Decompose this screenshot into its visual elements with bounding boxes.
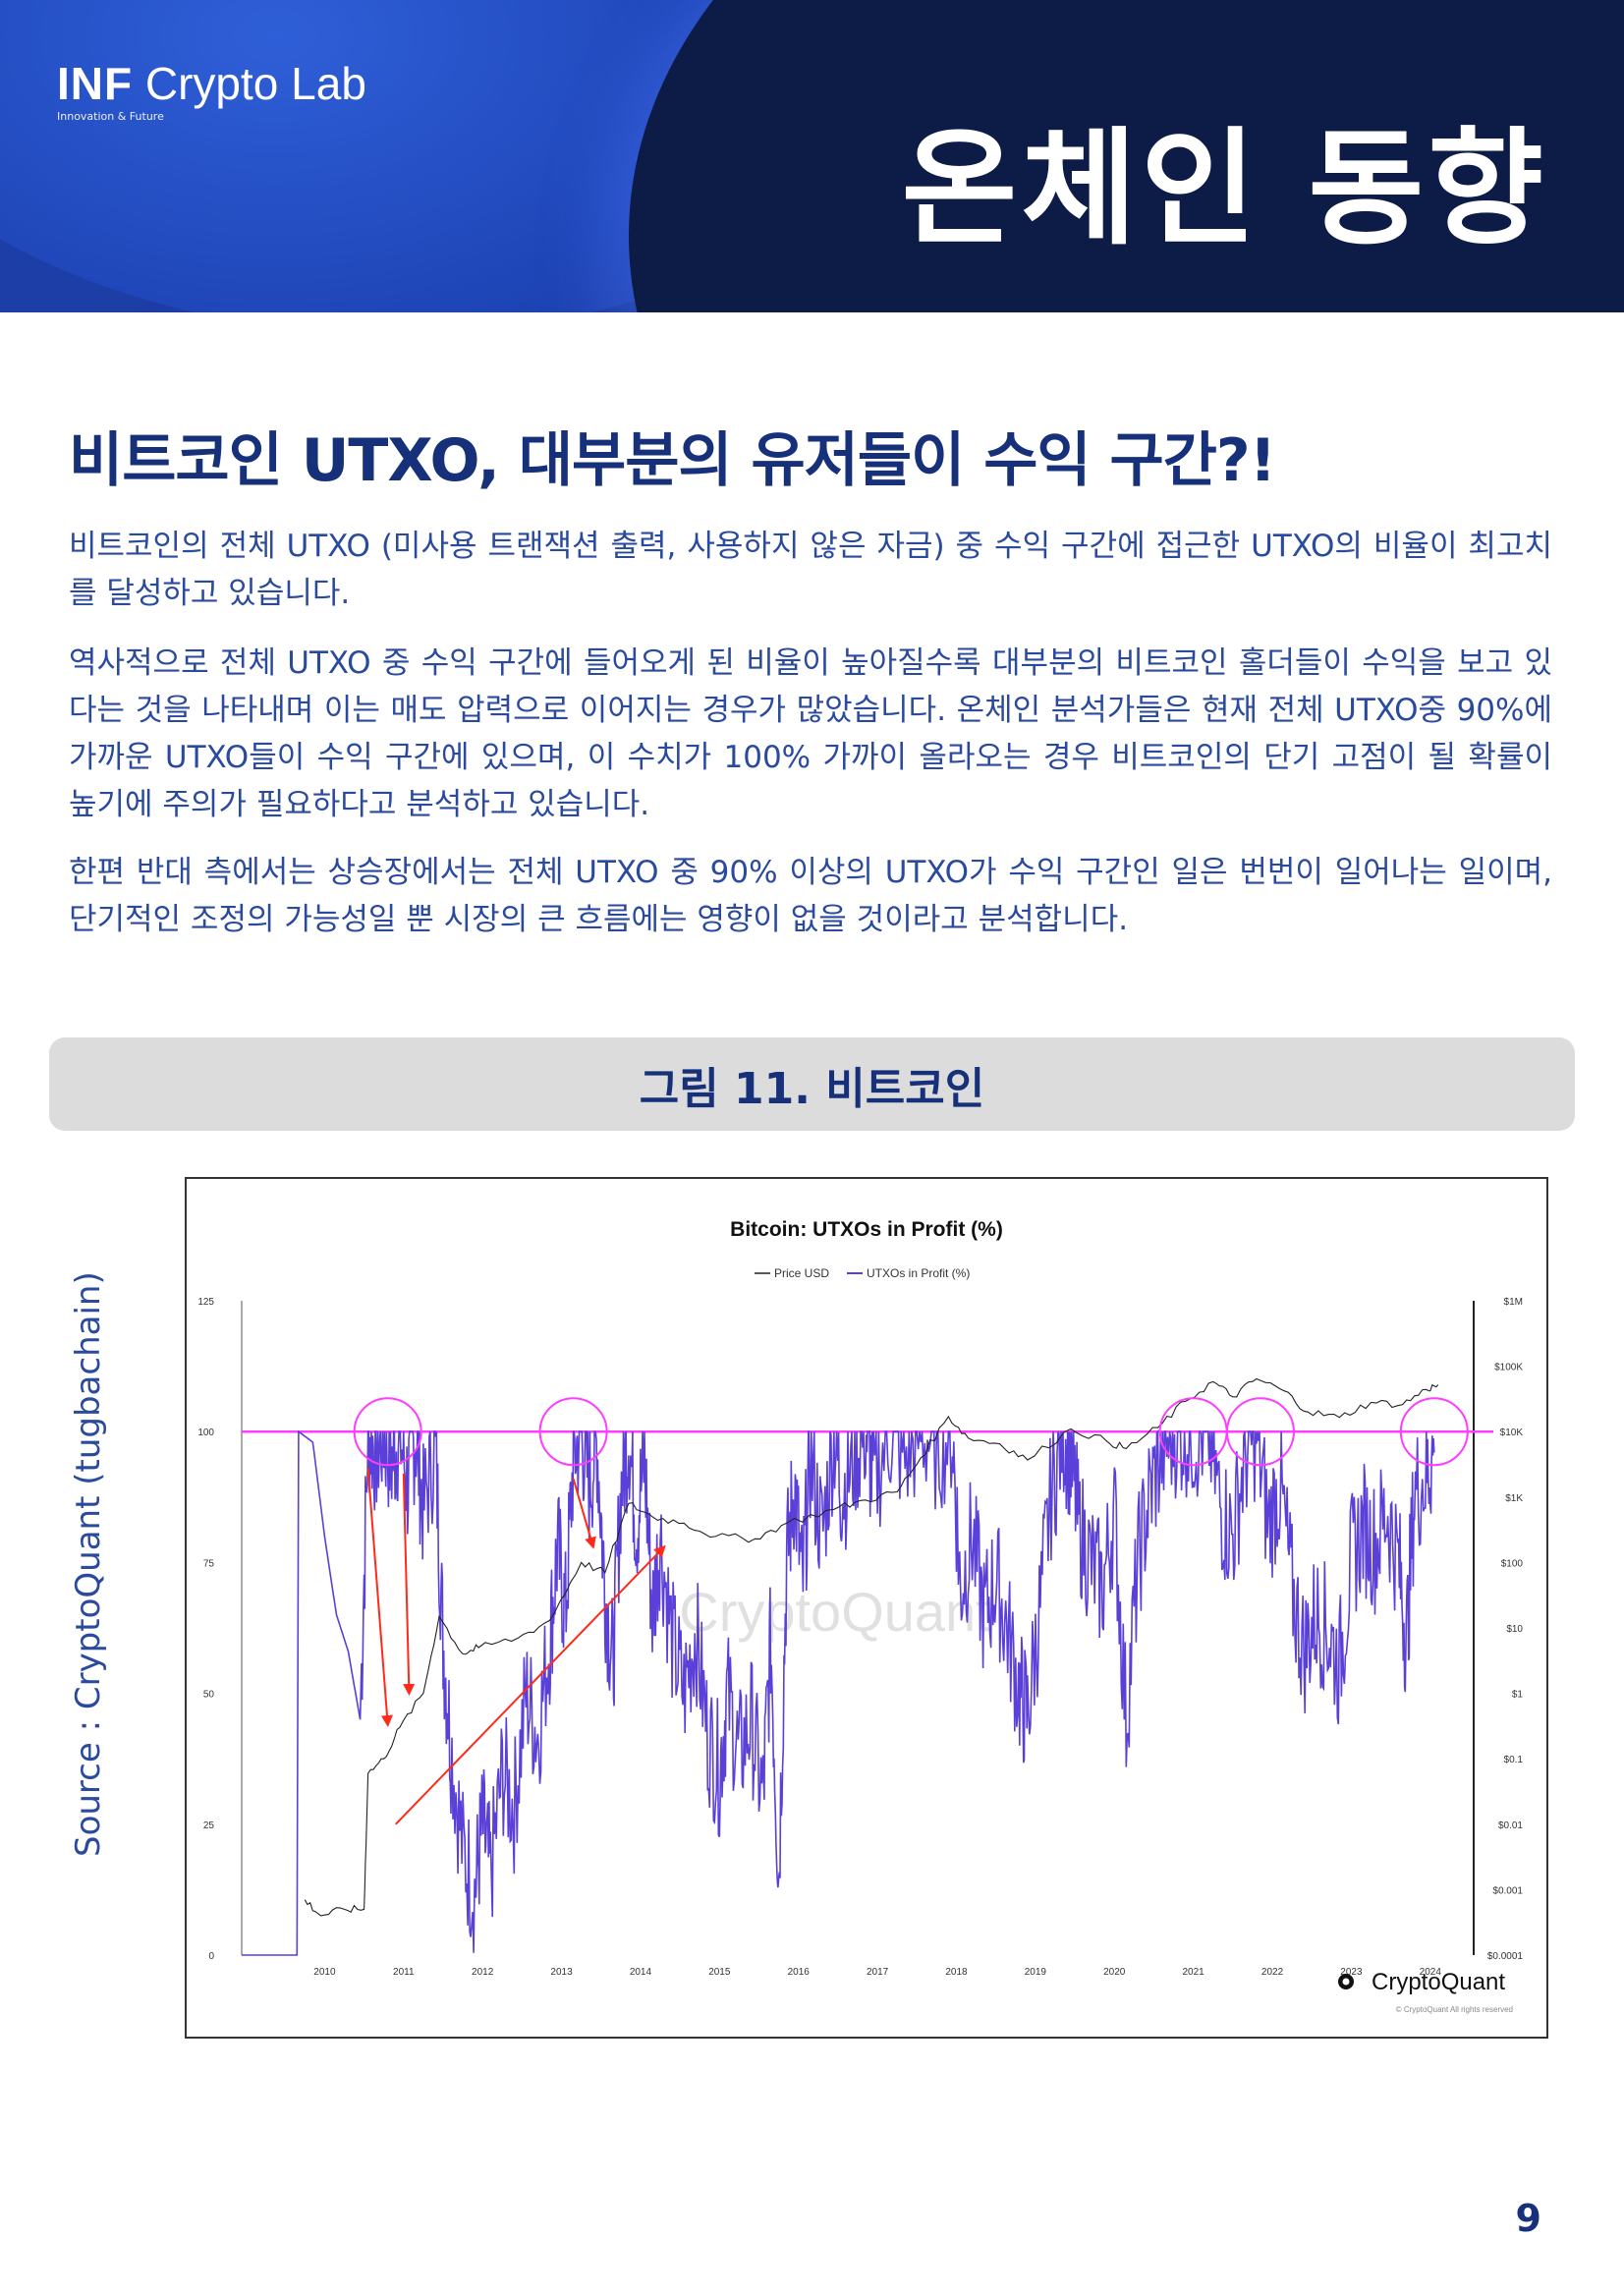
- chart-watermark: CryptoQuant: [679, 1581, 991, 1643]
- series-price-usd: [304, 1377, 1439, 1917]
- y-left-tick: 25: [203, 1820, 215, 1831]
- x-tick: 2011: [393, 1967, 415, 1978]
- y-left-tick: 75: [203, 1558, 215, 1569]
- y-right-tick: $0.01: [1498, 1820, 1523, 1831]
- y-left-tick: 50: [203, 1690, 215, 1701]
- chart-annotations: [353, 1397, 1469, 1825]
- chart-title: Bitcoin: UTXOs in Profit (%): [730, 1218, 1003, 1241]
- header-decoration-dark: [629, 0, 1624, 312]
- logo-rest: Crypto Lab: [144, 58, 366, 109]
- x-tick: 2017: [867, 1967, 889, 1978]
- x-tick: 2018: [945, 1967, 968, 1978]
- annotation-arrow: [402, 1473, 416, 1696]
- figure-source-text: Source : CryptoQuant (tugbachain): [69, 1271, 108, 1857]
- annotation-arrow: [572, 1478, 596, 1549]
- annotation-circle: [538, 1397, 608, 1467]
- brand-copyright: © CryptoQuant All rights reserved: [1396, 2005, 1513, 2014]
- y-right-tick: $10: [1506, 1624, 1523, 1635]
- section-title: 온체인 동향: [901, 116, 1547, 262]
- annotation-arrow: [366, 1468, 393, 1727]
- y-right-tick: $1M: [1504, 1297, 1523, 1308]
- x-tick: 2010: [313, 1967, 336, 1978]
- y-right-tick: $0.1: [1504, 1755, 1524, 1765]
- article-paragraph-1: 비트코인의 전체 UTXO (미사용 트랜잭션 출력, 사용하지 않은 자금) …: [69, 529, 1552, 611]
- brand-logo: INF Crypto Lab Innovation & Future: [57, 61, 366, 123]
- x-tick: 2015: [708, 1967, 731, 1978]
- utxo-profit-chart: Bitcoin: UTXOs in Profit (%) Price USD U…: [197, 1218, 1523, 2014]
- y-right-tick: $10K: [1500, 1428, 1524, 1438]
- chart-series: [242, 1377, 1493, 1956]
- brand-name: CryptoQuant: [1372, 1969, 1505, 1995]
- chart-frame: Bitcoin: UTXOs in Profit (%) Price USD U…: [185, 1177, 1548, 2039]
- x-tick: 2021: [1183, 1967, 1205, 1978]
- series-utxo-profit: [242, 1429, 1435, 1956]
- chart-axes: 125 100 75 50 25 0 $1M $100K $10K $1K $100 $10 $1 $0.…: [197, 1297, 1523, 1978]
- y-right-tick: $1: [1512, 1690, 1524, 1701]
- logo-tagline: Innovation & Future: [57, 110, 164, 123]
- annotation-circle: [353, 1397, 422, 1467]
- y-right-tick: $1K: [1505, 1493, 1523, 1504]
- y-left-tick: 0: [208, 1951, 214, 1962]
- x-tick: 2023: [1340, 1967, 1363, 1978]
- annotation-circle: [1225, 1397, 1295, 1467]
- figure-source: Source : CryptoQuant (tugbachain): [69, 1271, 118, 1857]
- y-right-tick: $0.001: [1492, 1885, 1523, 1896]
- legend-price: Price USD: [774, 1266, 829, 1280]
- annotation-arrow: [395, 1544, 666, 1825]
- figure-caption: 그림 11. 비트코인: [49, 1037, 1575, 1131]
- x-tick: 2012: [472, 1967, 494, 1978]
- x-tick: 2022: [1261, 1967, 1284, 1978]
- x-tick: 2020: [1103, 1967, 1126, 1978]
- x-tick: 2016: [788, 1967, 811, 1978]
- page-header: INF Crypto Lab Innovation & Future 온체인 동…: [0, 0, 1624, 312]
- y-left-tick: 100: [197, 1428, 214, 1438]
- article-title: 비트코인 UTXO, 대부분의 유저들이 수익 구간?!: [69, 426, 1276, 495]
- article-paragraph-3: 한편 반대 측에서는 상승장에서는 전체 UTXO 중 90% 이상의 UTXO…: [69, 855, 1552, 937]
- y-left-tick: 125: [197, 1297, 214, 1308]
- logo-bold: INF: [57, 58, 134, 109]
- cryptoquant-brand: CryptoQuant © CryptoQuant All rights res…: [1338, 1969, 1513, 2014]
- x-tick: 2013: [550, 1967, 573, 1978]
- page-number: 9: [1515, 2197, 1541, 2240]
- y-right-tick: $100K: [1494, 1363, 1523, 1373]
- x-tick: 2024: [1420, 1967, 1442, 1978]
- y-right-tick: $100: [1501, 1558, 1524, 1569]
- article-paragraph-2: 역사적으로 전체 UTXO 중 수익 구간에 들어오게 된 비율이 높아질수록 …: [69, 645, 1552, 822]
- x-tick: 2014: [630, 1967, 652, 1978]
- annotation-circle: [1399, 1397, 1469, 1467]
- legend-utxo-profit: UTXOs in Profit (%): [867, 1266, 970, 1280]
- chart-legend: Price USD UTXOs in Profit (%): [755, 1266, 970, 1280]
- x-tick: 2019: [1025, 1967, 1047, 1978]
- y-right-tick: $0.0001: [1487, 1951, 1524, 1962]
